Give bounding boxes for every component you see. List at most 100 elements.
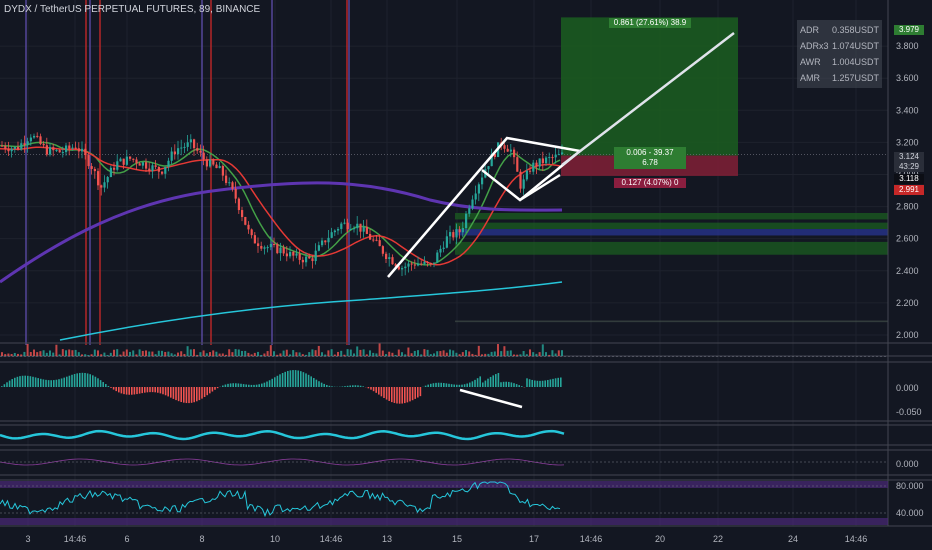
volume-bar <box>548 354 551 356</box>
volume-bar <box>116 349 119 356</box>
volume-bar <box>420 354 423 356</box>
candle-body <box>314 250 317 262</box>
volume-bar <box>458 354 461 356</box>
volume-bar <box>356 346 359 356</box>
volume-bar <box>426 349 429 356</box>
macd-bar <box>211 387 214 392</box>
macd-bar <box>505 381 507 387</box>
stat-value: 0.358USDT <box>831 25 879 35</box>
macd-bar <box>40 378 42 387</box>
macd-bar <box>8 380 11 387</box>
candle-body <box>250 229 253 236</box>
volume-bar <box>471 353 474 356</box>
volume-bar <box>209 352 211 356</box>
candle-body <box>228 182 231 184</box>
time-tick-label: 13 <box>382 534 392 544</box>
candle-body <box>260 246 263 249</box>
macd-bar <box>170 387 172 398</box>
macd-bar <box>331 386 333 387</box>
volume-bar <box>244 350 247 356</box>
macd-bar <box>266 381 268 387</box>
pattern-drawing <box>387 32 735 278</box>
volume-bar <box>314 350 317 356</box>
candle-body <box>423 261 426 264</box>
volume-bar <box>519 354 522 356</box>
macd-bar <box>180 387 182 403</box>
volume-bar <box>445 352 448 356</box>
macd-bar <box>84 372 86 387</box>
volume-bar <box>324 354 327 356</box>
macd-bar <box>448 383 450 387</box>
price-tick-label: 3.600 <box>896 73 919 83</box>
macd-bar <box>432 383 435 387</box>
candle-body <box>196 148 199 151</box>
macd-bar <box>305 373 307 387</box>
macd-bar <box>482 382 484 387</box>
macd-bar <box>370 387 372 390</box>
macd-bar <box>196 387 198 402</box>
macd-bar <box>94 376 97 387</box>
candle-body <box>135 159 138 164</box>
macd-bar <box>539 380 541 387</box>
pane-axes: 0.000 -0.050 0.000 80.000 40.000 <box>896 383 924 518</box>
volume-bar <box>391 352 394 356</box>
candles <box>1 132 564 276</box>
volume-bar <box>97 350 99 356</box>
price-tick-label: 2.400 <box>896 266 919 276</box>
volume-bar <box>68 349 71 356</box>
macd-bar <box>19 376 21 387</box>
stop-tag: 0.127 (4.07%) 0 <box>614 178 686 188</box>
macd-bar <box>404 387 406 404</box>
volume-bar <box>39 351 42 356</box>
candle-body <box>509 149 512 152</box>
bar-countdown: 43:29 <box>898 162 920 171</box>
macd-bar <box>411 387 414 401</box>
candle-body <box>493 153 496 157</box>
volume-bar <box>487 353 490 356</box>
stat-key: AMR <box>800 73 820 83</box>
macd-bar <box>461 384 463 387</box>
volume-bar <box>87 354 90 356</box>
volume-bar <box>250 354 253 356</box>
macd-bar <box>398 387 401 404</box>
volume-bar <box>148 351 151 356</box>
volume-bar <box>231 352 234 356</box>
macd-bar <box>224 384 227 387</box>
volume-bar <box>493 351 496 356</box>
volume-bar <box>337 351 339 356</box>
volume-bar <box>423 349 426 356</box>
macd-bar <box>131 387 133 395</box>
volume-bar <box>157 350 160 356</box>
volume-bar <box>308 352 311 356</box>
macd-bar <box>253 384 255 387</box>
macd-bar <box>307 374 310 387</box>
volume-bar <box>317 345 320 356</box>
volume-bar <box>218 353 221 356</box>
macd-bar <box>463 384 466 387</box>
candle-body <box>429 263 432 265</box>
volume-bar <box>343 354 346 356</box>
macd-bar <box>302 372 305 387</box>
volume-bar <box>129 351 131 356</box>
volume-bar <box>359 349 362 356</box>
macd-bar <box>21 375 24 387</box>
macd-bar <box>453 384 455 387</box>
macd-bar <box>281 373 284 387</box>
target-zone <box>561 17 738 156</box>
volume-bar <box>55 344 58 356</box>
time-tick-label: 14:46 <box>320 534 343 544</box>
time-tick-label: 15 <box>452 534 462 544</box>
macd-bar <box>547 379 549 387</box>
volume-bar <box>554 353 557 356</box>
candle-body <box>45 145 48 155</box>
candle-body <box>445 236 448 248</box>
macd-bar <box>29 376 32 387</box>
chart-title: DYDX / TetherUS PERPETUAL FUTURES, 89, B… <box>4 4 261 15</box>
macd-bar <box>250 384 253 387</box>
oscillator-signal-line <box>0 458 565 466</box>
volume-bar <box>202 350 205 356</box>
macd-bar <box>388 387 390 401</box>
candle-body <box>193 139 196 149</box>
macd-bar <box>136 387 138 395</box>
